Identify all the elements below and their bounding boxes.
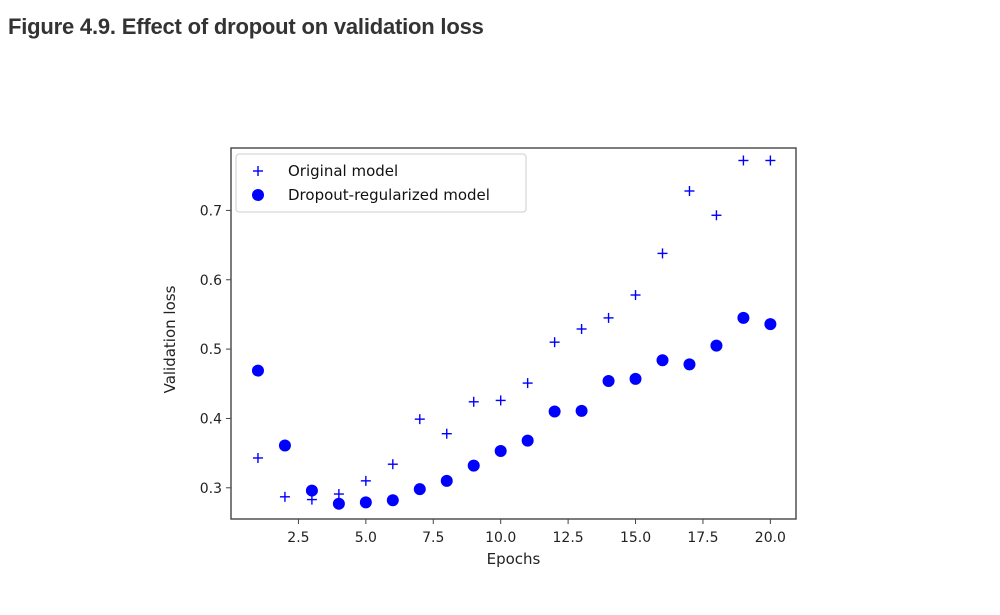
original-model-point — [441, 428, 452, 439]
original-model-point — [522, 378, 533, 389]
dropout-model-point — [278, 439, 291, 452]
original-model-point — [738, 155, 749, 166]
original-model-point — [657, 248, 668, 259]
dropout-model-point — [413, 483, 426, 496]
x-tick-label: 7.5 — [422, 530, 444, 546]
y-tick-label: 0.3 — [200, 481, 222, 497]
dropout-model-point — [683, 358, 696, 371]
original-model-point — [468, 396, 479, 407]
y-tick-label: 0.5 — [200, 342, 222, 358]
dropout-model-point — [710, 339, 723, 352]
dropout-model-point — [386, 494, 399, 507]
original-model-point — [495, 395, 506, 406]
data-points — [251, 155, 777, 510]
y-tick-label: 0.4 — [200, 411, 222, 427]
dropout-model-point — [440, 474, 453, 487]
y-tick-label: 0.6 — [200, 273, 222, 289]
original-model-point — [360, 475, 371, 486]
dropout-model-point — [737, 311, 750, 324]
original-model-point — [549, 337, 560, 348]
legend-box — [235, 153, 527, 213]
dropout-model-point — [602, 375, 615, 388]
plot-frame — [230, 147, 797, 520]
legend-dot-marker — [252, 189, 264, 201]
original-model-point — [387, 459, 398, 470]
x-axis-ticks: 2.5 5.0 7.5 10.0 12.5 15.0 17.5 20.0 — [287, 519, 786, 546]
legend-plus-marker — [253, 166, 263, 176]
x-axis-label: Epochs — [487, 550, 541, 568]
x-tick-label: 5.0 — [355, 530, 377, 546]
dropout-model-point — [548, 405, 561, 418]
x-tick-label: 17.5 — [687, 530, 718, 546]
x-tick-label: 10.0 — [485, 530, 516, 546]
original-model-point — [711, 210, 722, 221]
original-model-point — [414, 414, 425, 425]
y-axis-ticks: 0.3 0.4 0.5 0.6 0.7 — [200, 203, 231, 497]
legend-label: Dropout-regularized model — [288, 186, 490, 204]
original-model-point — [684, 185, 695, 196]
x-tick-label: 15.0 — [620, 530, 651, 546]
dropout-model-point — [305, 484, 318, 497]
dropout-model-point — [359, 496, 372, 509]
original-model-point — [630, 290, 641, 301]
original-model-point — [576, 323, 587, 334]
dropout-model-point — [521, 434, 534, 447]
dropout-model-point — [332, 497, 345, 510]
x-tick-label: 2.5 — [287, 530, 309, 546]
dropout-model-point — [494, 445, 507, 458]
figure-title: Figure 4.9. Effect of dropout on validat… — [8, 14, 484, 39]
x-tick-label: 12.5 — [553, 530, 584, 546]
original-model-point — [252, 452, 263, 463]
dropout-model-point — [251, 364, 264, 377]
y-axis-label: Validation loss — [161, 285, 179, 393]
dropout-model-point — [467, 459, 480, 472]
original-model-point — [765, 155, 776, 166]
y-tick-label: 0.7 — [200, 203, 222, 219]
original-model-point — [333, 489, 344, 500]
legend: Original model Dropout-regularized model — [235, 153, 527, 213]
original-model-point — [603, 312, 614, 323]
legend-label: Original model — [288, 162, 398, 180]
dropout-model-point — [575, 404, 588, 417]
plot-area-border — [230, 147, 797, 520]
original-model-point — [279, 491, 290, 502]
x-tick-label: 20.0 — [755, 530, 786, 546]
dropout-model-point — [629, 372, 642, 385]
dropout-model-point — [764, 318, 777, 331]
dropout-model-point — [656, 354, 669, 367]
